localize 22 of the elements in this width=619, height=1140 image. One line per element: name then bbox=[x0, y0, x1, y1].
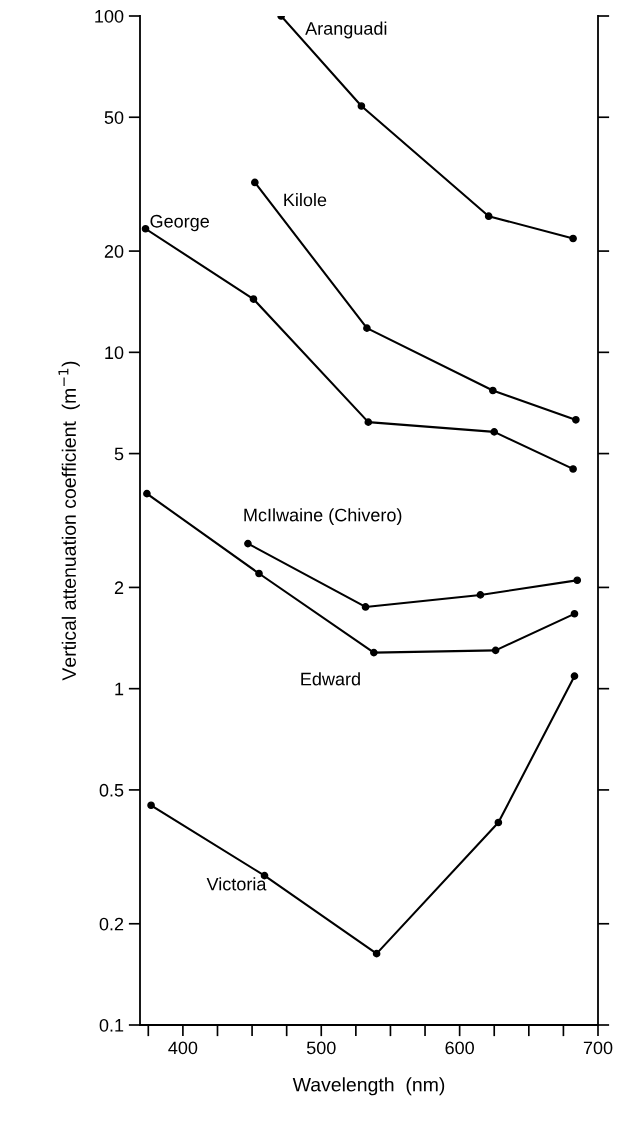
y-tick-label: 20 bbox=[104, 245, 124, 258]
x-tick-label: 400 bbox=[168, 1041, 198, 1055]
series-label: George bbox=[150, 214, 209, 232]
series-label: Victoria bbox=[206, 877, 267, 891]
series-label: Aranguadi bbox=[305, 21, 387, 39]
y-tick-label: 0.5 bbox=[99, 783, 124, 797]
y-axis-title: Vertical attenuation coefficient (m$^{−1}$) bbox=[58, 361, 80, 681]
y-tick-label: 10 bbox=[105, 346, 124, 360]
y-tick-label: 2 bbox=[114, 581, 124, 594]
x-axis-title: Wavelength (nm) bbox=[292, 1077, 445, 1096]
y-tick-label: 50 bbox=[104, 111, 124, 124]
x-tick-label: 500 bbox=[306, 1041, 336, 1055]
y-tick-label: 1 bbox=[115, 682, 124, 696]
y-tick-label: 100 bbox=[95, 9, 124, 23]
x-tick-label: 700 bbox=[583, 1041, 613, 1055]
y-tick-label: 5 bbox=[114, 447, 124, 461]
series-label: McIlwaine (Chivero) bbox=[244, 508, 402, 525]
series-label: Kilole bbox=[284, 193, 327, 207]
series-label: Edward bbox=[301, 672, 360, 686]
y-tick-label: 0.1 bbox=[99, 1018, 124, 1032]
y-tick-label: 0.2 bbox=[99, 917, 124, 931]
x-tick-label: 600 bbox=[445, 1041, 474, 1055]
